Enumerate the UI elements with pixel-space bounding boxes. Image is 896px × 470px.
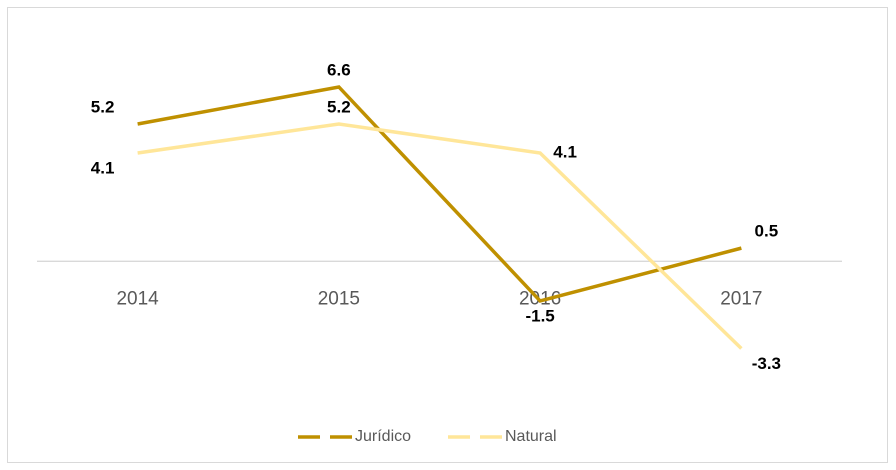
- series-line: [137, 85, 742, 303]
- data-label: -1.5: [525, 306, 554, 325]
- series-line: [137, 122, 743, 350]
- chart-border: [7, 7, 888, 463]
- x-tick-label: 2015: [318, 288, 360, 309]
- legend-label: Jurídico: [355, 428, 411, 445]
- data-label: 4.1: [553, 143, 577, 162]
- data-label: 5.2: [327, 97, 351, 116]
- data-label: 6.6: [327, 60, 351, 79]
- data-label: 5.2: [91, 97, 115, 116]
- x-tick-label: 2017: [720, 288, 762, 309]
- data-label: 4.1: [91, 159, 115, 178]
- data-label: 0.5: [755, 222, 779, 241]
- legend-label: Natural: [505, 428, 557, 445]
- x-tick-label: 2014: [116, 288, 159, 309]
- data-label: -3.3: [752, 354, 781, 373]
